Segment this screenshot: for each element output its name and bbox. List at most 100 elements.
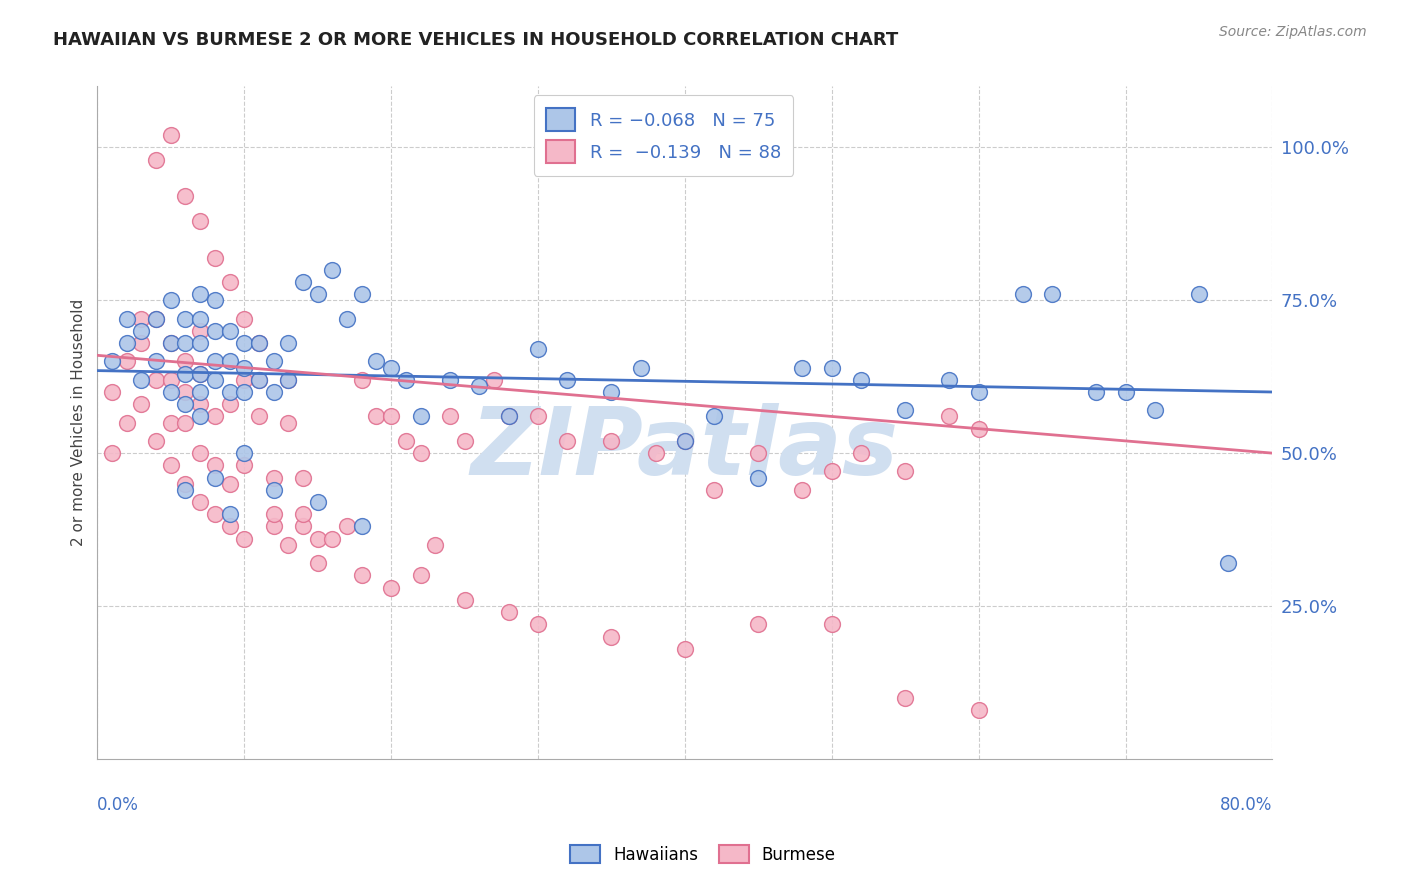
Point <box>174 189 197 203</box>
Point <box>218 476 240 491</box>
Point <box>247 409 270 424</box>
Point <box>439 373 461 387</box>
Point <box>498 605 520 619</box>
Point <box>395 373 418 387</box>
Point <box>174 416 197 430</box>
Point <box>188 495 211 509</box>
Point <box>498 409 520 424</box>
Point <box>380 581 402 595</box>
Point <box>131 311 153 326</box>
Point <box>1085 384 1108 399</box>
Point <box>174 367 197 381</box>
Point <box>233 532 256 546</box>
Point <box>233 373 256 387</box>
Point <box>350 373 373 387</box>
Point <box>218 324 240 338</box>
Point <box>894 465 917 479</box>
Point <box>174 384 197 399</box>
Point <box>747 617 769 632</box>
Point <box>188 446 211 460</box>
Point <box>673 641 696 656</box>
Point <box>277 336 299 351</box>
Point <box>350 568 373 582</box>
Point <box>409 568 432 582</box>
Point <box>233 360 256 375</box>
Point <box>1115 384 1137 399</box>
Point <box>145 311 167 326</box>
Point <box>277 373 299 387</box>
Point <box>159 458 181 473</box>
Point <box>204 458 226 473</box>
Point <box>101 354 124 368</box>
Point <box>247 373 270 387</box>
Point <box>218 275 240 289</box>
Point <box>233 458 256 473</box>
Point <box>851 446 873 460</box>
Legend: R = −0.068   N = 75, R =  −0.139   N = 88: R = −0.068 N = 75, R = −0.139 N = 88 <box>533 95 793 176</box>
Y-axis label: 2 or more Vehicles in Household: 2 or more Vehicles in Household <box>72 299 86 546</box>
Point <box>101 446 124 460</box>
Point <box>233 446 256 460</box>
Point <box>1011 287 1033 301</box>
Point <box>277 373 299 387</box>
Point <box>159 336 181 351</box>
Point <box>644 446 666 460</box>
Legend: Hawaiians, Burmese: Hawaiians, Burmese <box>564 838 842 871</box>
Point <box>174 476 197 491</box>
Point <box>174 397 197 411</box>
Point <box>1143 403 1166 417</box>
Point <box>307 495 329 509</box>
Point <box>277 416 299 430</box>
Point <box>366 409 388 424</box>
Point <box>1218 556 1240 570</box>
Point <box>131 373 153 387</box>
Point <box>453 434 475 448</box>
Point <box>468 379 491 393</box>
Point <box>557 434 579 448</box>
Point <box>218 384 240 399</box>
Point <box>366 354 388 368</box>
Point <box>292 508 315 522</box>
Text: 0.0%: 0.0% <box>97 796 139 814</box>
Point <box>159 128 181 143</box>
Point <box>188 311 211 326</box>
Point <box>174 483 197 497</box>
Point <box>263 483 285 497</box>
Point <box>188 287 211 301</box>
Point <box>821 360 844 375</box>
Point <box>188 324 211 338</box>
Point <box>145 311 167 326</box>
Point <box>145 153 167 167</box>
Point <box>307 532 329 546</box>
Point <box>292 275 315 289</box>
Point <box>204 508 226 522</box>
Point <box>747 470 769 484</box>
Point <box>204 409 226 424</box>
Point <box>204 251 226 265</box>
Point <box>350 519 373 533</box>
Point <box>115 354 138 368</box>
Point <box>247 373 270 387</box>
Point <box>263 519 285 533</box>
Point <box>498 409 520 424</box>
Point <box>263 508 285 522</box>
Point <box>204 470 226 484</box>
Point <box>967 384 990 399</box>
Point <box>218 354 240 368</box>
Point <box>277 538 299 552</box>
Point <box>1188 287 1211 301</box>
Point <box>204 293 226 308</box>
Point <box>321 532 343 546</box>
Point <box>174 354 197 368</box>
Point <box>380 360 402 375</box>
Point <box>247 336 270 351</box>
Point <box>233 384 256 399</box>
Text: 80.0%: 80.0% <box>1220 796 1272 814</box>
Point <box>409 446 432 460</box>
Point <box>557 373 579 387</box>
Point <box>188 367 211 381</box>
Point <box>131 324 153 338</box>
Point <box>792 360 814 375</box>
Point <box>131 397 153 411</box>
Point <box>527 617 550 632</box>
